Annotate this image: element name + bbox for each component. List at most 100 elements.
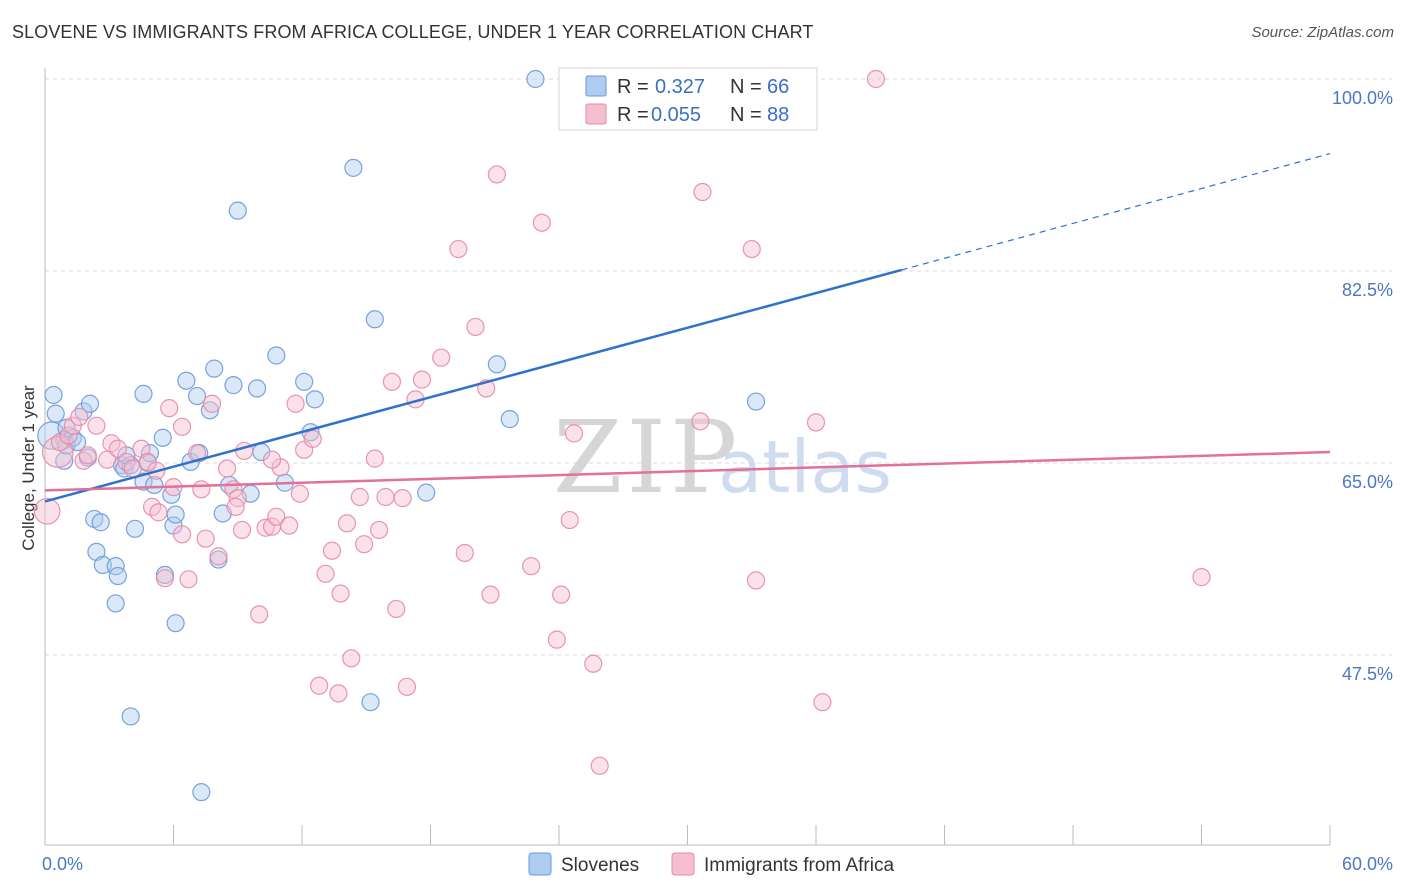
data-point-immigrants: [522, 557, 541, 576]
data-point-slovenes: [487, 355, 506, 374]
data-point-immigrants: [202, 394, 222, 413]
legend-swatch-immigrants: [585, 103, 607, 125]
y-tick-label: 65.0%: [1342, 472, 1393, 492]
data-point-slovenes: [153, 428, 172, 447]
trend-line-slovenes: [44, 268, 902, 503]
legend-r-value-slovenes: 0.327: [655, 76, 705, 98]
data-point-immigrants: [87, 416, 106, 435]
data-point-slovenes: [108, 566, 127, 586]
data-point-slovenes: [91, 513, 110, 532]
data-point-immigrants: [117, 452, 136, 472]
x-tick-label: 60.0%: [1342, 854, 1393, 874]
data-point-slovenes: [80, 394, 100, 413]
data-point-slovenes: [187, 386, 207, 406]
data-point-immigrants: [187, 444, 207, 463]
watermark-zip: ZIP: [553, 399, 741, 516]
data-point-immigrants: [172, 525, 192, 544]
series-legend: Slovenes Immigrants from Africa: [528, 852, 894, 876]
data-point-slovenes: [365, 310, 384, 329]
data-point-immigrants: [397, 677, 417, 696]
data-point-immigrants: [172, 417, 192, 436]
data-point-immigrants: [466, 317, 485, 337]
data-point-immigrants: [355, 535, 374, 554]
data-point-immigrants: [370, 520, 389, 540]
data-point-immigrants: [547, 630, 566, 649]
data-point-slovenes: [224, 376, 243, 395]
data-point-immigrants: [693, 182, 712, 202]
data-point-slovenes: [228, 201, 247, 220]
legend-n-value-immigrants: 88: [767, 104, 789, 126]
data-point-slovenes: [344, 158, 363, 177]
data-point-immigrants: [217, 459, 237, 478]
data-point-slovenes: [55, 451, 74, 470]
data-point-immigrants: [350, 487, 369, 507]
data-point-immigrants: [78, 446, 97, 465]
data-point-immigrants: [179, 570, 198, 589]
data-point-immigrants: [331, 584, 350, 603]
series-swatch-slovenes: [528, 852, 552, 876]
trend-line-immigrants: [44, 450, 1331, 492]
data-point-slovenes: [46, 404, 65, 423]
watermark: ZIP atlas: [553, 399, 892, 516]
data-point-immigrants: [813, 693, 832, 712]
data-point-slovenes: [305, 390, 324, 409]
data-point-slovenes: [93, 555, 112, 575]
data-point-immigrants: [412, 370, 432, 389]
data-point-slovenes: [44, 385, 63, 405]
data-point-immigrants: [691, 412, 710, 431]
series-label-slovenes: Slovenes: [561, 855, 639, 876]
data-point-slovenes: [500, 410, 519, 429]
data-point-immigrants: [192, 480, 211, 499]
y-tick-label: 47.5%: [1342, 664, 1393, 684]
data-point-slovenes: [192, 783, 211, 802]
data-point-immigrants: [393, 489, 412, 508]
data-point-slovenes: [134, 384, 153, 403]
data-point-immigrants: [387, 599, 406, 619]
data-point-slovenes: [361, 693, 380, 712]
data-point-slovenes: [526, 69, 545, 89]
data-point-immigrants: [33, 497, 61, 525]
data-point-immigrants: [560, 510, 579, 530]
data-point-slovenes: [177, 371, 196, 390]
data-point-slovenes: [145, 475, 164, 495]
data-point-slovenes: [746, 392, 766, 411]
data-point-immigrants: [232, 520, 252, 540]
data-point-immigrants: [564, 424, 584, 443]
data-point-immigrants: [866, 69, 886, 89]
data-point-immigrants: [286, 394, 305, 413]
data-point-immigrants: [376, 487, 395, 507]
y-tick-labels: 100.0% 82.5% 65.0% 47.5%: [1332, 88, 1393, 684]
data-point-slovenes: [247, 379, 267, 398]
data-point-immigrants: [322, 541, 342, 560]
legend-r-label-immigrants: R =: [617, 104, 649, 126]
axes: [44, 68, 1331, 846]
data-point-immigrants: [155, 569, 175, 588]
x-tick-label: 0.0%: [42, 854, 83, 874]
data-point-immigrants: [290, 484, 309, 503]
legend-n-label-slovenes: N =: [730, 76, 762, 98]
data-point-immigrants: [1192, 568, 1211, 587]
data-points: [33, 69, 1211, 802]
legend-n-label-immigrants: N =: [730, 104, 762, 126]
data-point-immigrants: [160, 399, 179, 418]
data-point-immigrants: [806, 413, 826, 432]
data-point-immigrants: [552, 585, 571, 604]
data-point-slovenes: [166, 614, 185, 633]
legend-swatch-slovenes: [585, 75, 607, 97]
data-point-immigrants: [449, 239, 468, 259]
series-swatch-immigrants: [671, 852, 695, 876]
data-point-slovenes: [295, 372, 314, 391]
y-tick-label: 82.5%: [1342, 280, 1393, 300]
data-point-immigrants: [342, 649, 361, 668]
data-point-slovenes: [125, 519, 145, 538]
x-tick-labels: 0.0% 60.0%: [42, 854, 1393, 874]
legend-r-value-immigrants: 0.055: [651, 104, 701, 126]
data-point-immigrants: [310, 676, 329, 695]
data-point-slovenes: [205, 359, 224, 378]
data-point-immigrants: [365, 449, 384, 468]
y-axis-label: College, Under 1 year: [19, 385, 38, 551]
chart-source: Source: ZipAtlas.com: [1251, 24, 1394, 41]
grid-lines: [45, 78, 1392, 656]
data-point-slovenes: [166, 505, 185, 524]
